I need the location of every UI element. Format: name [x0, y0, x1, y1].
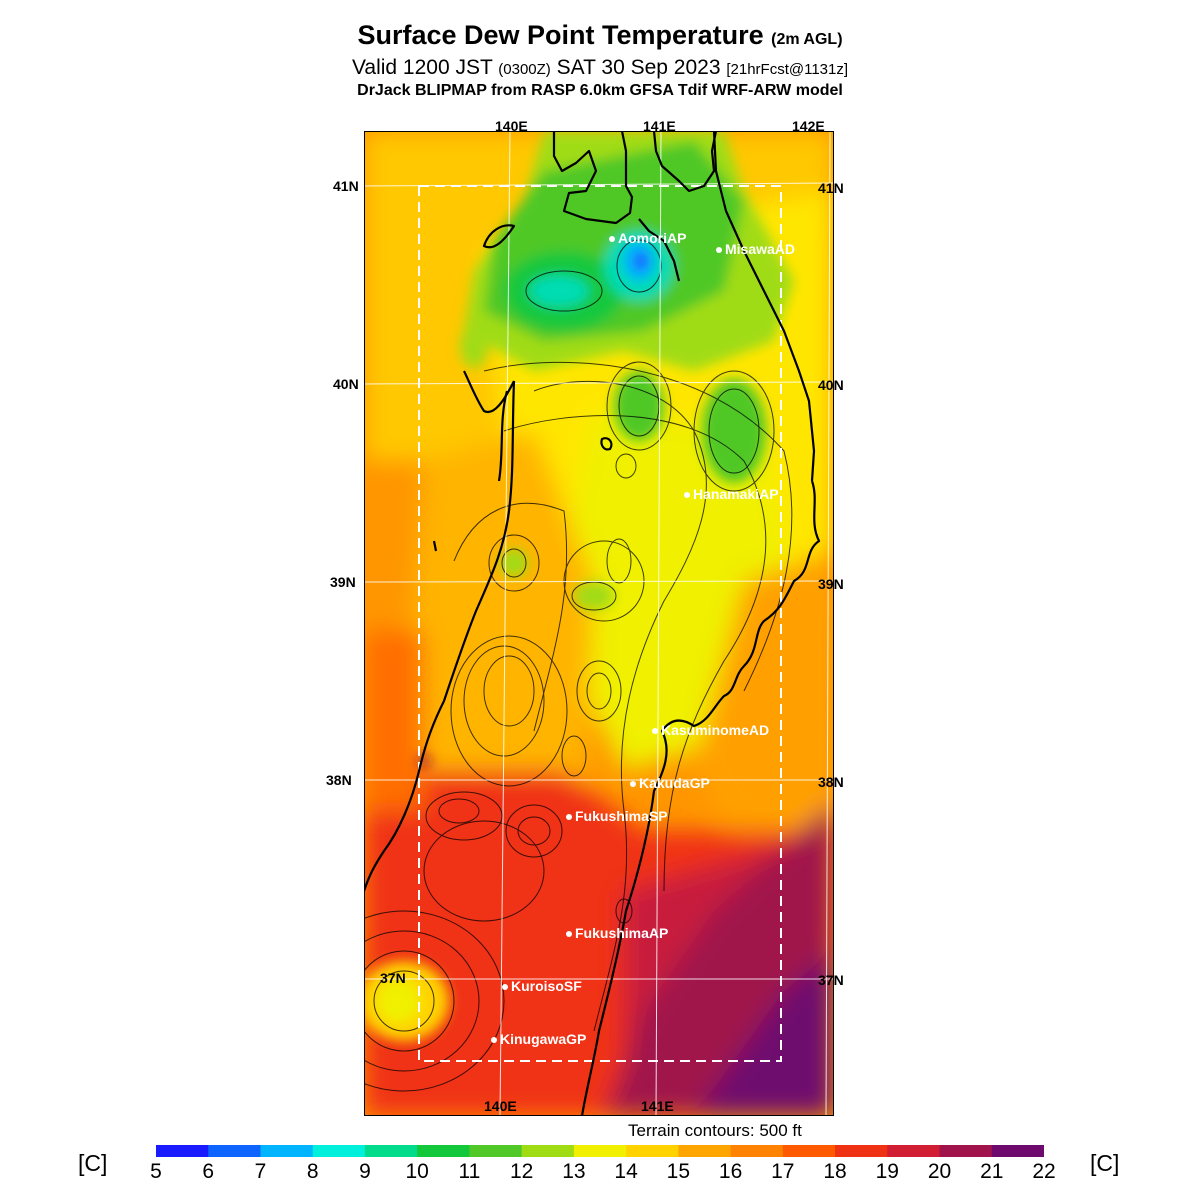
lat-label-right-39n: 39N — [818, 576, 844, 592]
station-dot-icon — [684, 492, 690, 499]
colorbar — [156, 1145, 1044, 1157]
lon-label-top-140e: 140E — [495, 118, 528, 134]
station-marker[interactable]: MisawaAD — [716, 241, 795, 257]
colorbar-segment — [730, 1145, 784, 1157]
lat-label-left-41n: 41N — [333, 178, 359, 194]
station-dot-icon — [630, 781, 636, 788]
colorbar-tick-label: 13 — [562, 1160, 586, 1183]
colorbar-segment — [521, 1145, 575, 1157]
station-dot-icon — [609, 236, 615, 243]
colorbar-segment — [260, 1145, 314, 1157]
colorbar-tick-label: 7 — [254, 1160, 267, 1183]
station-dot-icon — [716, 247, 722, 254]
station-marker[interactable]: KakudaGP — [630, 775, 710, 791]
colorbar-segment — [417, 1145, 470, 1157]
lon-label-bottom-141e: 141E — [641, 1098, 674, 1114]
colorbar-tick-label: 19 — [875, 1160, 899, 1183]
colorbar-tick-label: 5 — [150, 1160, 162, 1183]
station-dot-icon — [502, 984, 508, 991]
colorbar-tick-label: 16 — [718, 1160, 743, 1183]
colorbar-segment — [887, 1145, 941, 1157]
colorbar-tick-label: 15 — [666, 1160, 691, 1183]
terrain-contour-note: Terrain contours: 500 ft — [628, 1121, 802, 1140]
colorbar-tick-label: 18 — [823, 1160, 847, 1183]
colorbar-tick-label: 8 — [306, 1160, 319, 1183]
colorbar-tick-label: 21 — [980, 1160, 1004, 1183]
lon-label-top-142e: 142E — [792, 118, 825, 134]
terrain-contours — [364, 239, 793, 1092]
colorbar-tick-label: 20 — [927, 1160, 952, 1183]
model-info: DrJack BLIPMAP from RASP 6.0km GFSA Tdif… — [357, 82, 843, 99]
lat-label-right-41n: 41N — [818, 180, 844, 196]
colorbar-tick-label: 11 — [458, 1160, 481, 1183]
inner-domain-box — [418, 185, 782, 1062]
dewpoint-map — [364, 131, 834, 1116]
station-marker[interactable]: KasuminomeAD — [652, 722, 769, 738]
station-marker[interactable]: KinugawaGP — [491, 1031, 586, 1047]
station-dot-icon — [566, 931, 572, 938]
colorbar-unit-right: [C] — [1090, 1150, 1120, 1176]
lon-label-top-141e: 141E — [643, 118, 676, 134]
colorbar-segment — [312, 1145, 366, 1157]
colorbar-segment — [678, 1145, 732, 1157]
colorbar-tick-label: 22 — [1032, 1160, 1056, 1183]
station-marker[interactable]: FukushimaAP — [566, 925, 668, 941]
colorbar-segment — [156, 1145, 209, 1157]
station-marker[interactable]: AomoriAP — [609, 230, 686, 246]
lat-label-right-38n: 38N — [818, 774, 844, 790]
lat-label-right-40n: 40N — [818, 377, 844, 393]
colorbar-tick-label: 10 — [405, 1160, 429, 1183]
colorbar-tick-label: 17 — [771, 1160, 795, 1183]
station-marker[interactable]: HanamakiAP — [684, 486, 779, 502]
lat-label-right-37n: 37N — [818, 972, 844, 988]
map-frame — [364, 131, 834, 1116]
lat-label-left-38n: 38N — [326, 772, 352, 788]
coastline — [364, 131, 821, 1116]
lat-label-left-39n: 39N — [330, 574, 356, 590]
graticule — [364, 131, 834, 1116]
valid-time: Valid 1200 JST (0300Z) SAT 30 Sep 2023 [… — [351, 56, 849, 79]
lon-label-bottom-140e: 140E — [484, 1098, 517, 1114]
station-dot-icon — [566, 814, 572, 821]
colorbar-tick-label: 14 — [614, 1160, 638, 1183]
colorbar-segment — [626, 1145, 679, 1157]
station-dot-icon — [491, 1037, 497, 1044]
colorbar-segment — [364, 1145, 418, 1157]
colorbar-tick-label: 9 — [359, 1160, 371, 1183]
colorbar-tick-label: 12 — [509, 1160, 534, 1183]
lat-label-left-37n: 37N — [380, 970, 406, 986]
station-dot-icon — [652, 728, 658, 735]
colorbar-segment — [469, 1145, 523, 1157]
colorbar-segment — [782, 1145, 836, 1157]
station-marker[interactable]: KuroisoSF — [502, 978, 582, 994]
colorbar-segment — [939, 1145, 993, 1157]
colorbar-segment — [573, 1145, 627, 1157]
lat-label-left-40n: 40N — [333, 376, 359, 392]
colorbar-tick-label: 6 — [202, 1160, 215, 1183]
colorbar-segment — [208, 1145, 261, 1157]
colorbar-unit-left: [C] — [78, 1150, 108, 1176]
chart-title: Surface Dew Point Temperature (2m AGL) — [357, 20, 843, 50]
station-marker[interactable]: FukushimaSP — [566, 808, 668, 824]
colorbar-segment — [835, 1145, 888, 1157]
colorbar-segment — [991, 1145, 1044, 1157]
